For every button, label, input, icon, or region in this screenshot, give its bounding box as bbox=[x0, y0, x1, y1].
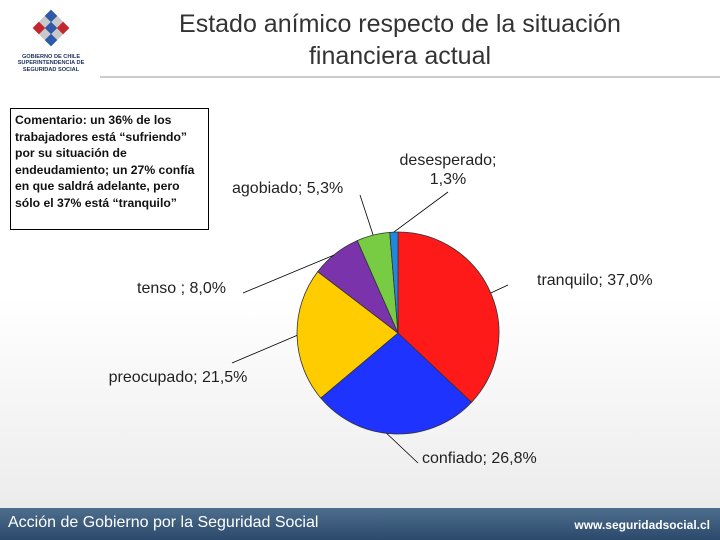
data-label: tenso ; 8,0% bbox=[137, 280, 226, 297]
leader-line bbox=[386, 433, 419, 464]
pie-slice bbox=[296, 271, 399, 399]
comment-box: Comentario: un 36% de los trabajadores e… bbox=[10, 108, 209, 230]
government-logo: GOBIERNO DE CHILE SUPERINTENDENCIA DE SE… bbox=[10, 4, 92, 78]
pie-slice bbox=[320, 332, 473, 435]
footer-website: www.seguridadsocial.cl bbox=[574, 518, 710, 532]
pie-slice bbox=[397, 231, 500, 403]
data-label: preocupado; 21,5% bbox=[109, 369, 248, 386]
government-logo-icon bbox=[32, 9, 70, 47]
logo-text-line: SEGURIDAD SOCIAL bbox=[22, 66, 80, 73]
logo-text-line: GOBIERNO DE CHILE bbox=[21, 54, 81, 60]
leader-line bbox=[231, 335, 298, 364]
page-title: Estado anímico respecto de la situación … bbox=[130, 8, 670, 72]
comment-text: Comentario: un 36% de los trabajadores e… bbox=[15, 113, 195, 210]
data-label: desesperado; 1,3% bbox=[400, 152, 497, 188]
page-title-line2: financiera actual bbox=[308, 42, 492, 70]
leader-line bbox=[393, 191, 449, 233]
logo-text-line: SUPERINTENDENCIA DE bbox=[17, 60, 85, 67]
data-label: confiado; 26,8% bbox=[422, 450, 537, 467]
leader-line bbox=[359, 194, 374, 236]
page-title-line1: Estado anímico respecto de la situación bbox=[179, 10, 621, 38]
footer-bar: Acción de Gobierno por la Seguridad Soci… bbox=[0, 508, 720, 540]
header-divider bbox=[100, 76, 720, 78]
leader-line bbox=[242, 254, 334, 294]
footer-slogan: Acción de Gobierno por la Seguridad Soci… bbox=[8, 514, 319, 531]
leader-line bbox=[490, 284, 509, 294]
data-label: tranquilo; 37,0% bbox=[537, 272, 653, 289]
data-label: agobiado; 5,3% bbox=[232, 180, 343, 197]
